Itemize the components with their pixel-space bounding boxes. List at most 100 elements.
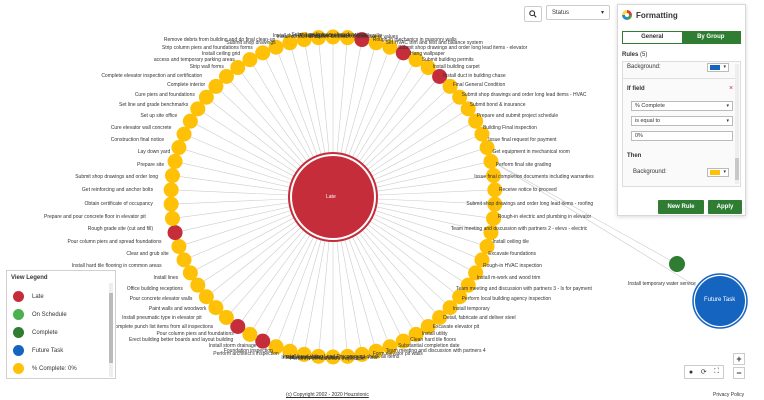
refresh-icon[interactable]: ⟳ bbox=[700, 369, 707, 376]
task-node[interactable] bbox=[474, 126, 490, 142]
task-node[interactable] bbox=[230, 318, 246, 334]
task-node[interactable] bbox=[182, 265, 198, 281]
task-node[interactable] bbox=[171, 140, 187, 156]
task-node[interactable] bbox=[255, 333, 271, 349]
task-node[interactable] bbox=[167, 153, 183, 169]
task-node[interactable] bbox=[420, 318, 436, 334]
task-node[interactable] bbox=[190, 277, 206, 293]
future-task-node[interactable] bbox=[695, 276, 745, 326]
task-node[interactable] bbox=[163, 182, 179, 198]
task-node[interactable] bbox=[483, 225, 499, 241]
task-node[interactable] bbox=[479, 238, 495, 254]
task-node[interactable] bbox=[282, 343, 298, 359]
task-node[interactable] bbox=[442, 78, 458, 94]
then-background-swatch[interactable]: ▾ bbox=[707, 168, 729, 177]
task-node[interactable] bbox=[310, 348, 326, 364]
task-node[interactable] bbox=[242, 326, 258, 342]
task-node[interactable] bbox=[460, 101, 476, 117]
task-node[interactable] bbox=[176, 252, 192, 268]
task-node[interactable] bbox=[432, 309, 448, 325]
task-node[interactable] bbox=[176, 126, 192, 142]
new-rule-button[interactable]: New Rule bbox=[658, 200, 704, 214]
field-select[interactable]: % Complete ▾ bbox=[631, 101, 733, 111]
task-node[interactable] bbox=[432, 69, 448, 85]
task-node[interactable] bbox=[487, 182, 503, 198]
task-node[interactable] bbox=[340, 30, 356, 46]
task-node[interactable] bbox=[408, 52, 424, 68]
remove-rule-icon[interactable]: × bbox=[729, 85, 734, 92]
dot-icon[interactable]: ● bbox=[688, 368, 694, 376]
search-button[interactable] bbox=[524, 6, 542, 22]
task-node[interactable] bbox=[325, 29, 341, 45]
compare-value-input[interactable]: 0% bbox=[631, 131, 733, 141]
status-dropdown[interactable]: Status ▾ bbox=[546, 5, 610, 20]
operator-select[interactable]: is equal to ▾ bbox=[631, 116, 733, 126]
task-node[interactable] bbox=[486, 168, 502, 184]
task-node[interactable] bbox=[296, 32, 312, 48]
task-node[interactable] bbox=[452, 289, 468, 305]
complete-node[interactable] bbox=[669, 256, 685, 272]
task-node[interactable] bbox=[474, 252, 490, 268]
task-node[interactable] bbox=[382, 39, 398, 55]
rules-list[interactable]: Background: ▾ If field × % Complete ▾ is… bbox=[622, 61, 741, 187]
task-node[interactable] bbox=[487, 196, 503, 212]
task-node[interactable] bbox=[382, 339, 398, 355]
task-node[interactable] bbox=[479, 140, 495, 156]
task-label: Cure elevator wall concrete bbox=[110, 124, 172, 131]
task-label: Prepare and submit project schedule bbox=[476, 113, 559, 119]
task-node[interactable] bbox=[218, 69, 234, 85]
task-node[interactable] bbox=[190, 101, 206, 117]
task-node[interactable] bbox=[218, 309, 234, 325]
task-node[interactable] bbox=[460, 277, 476, 293]
apply-button[interactable]: Apply bbox=[708, 200, 742, 214]
task-node[interactable] bbox=[395, 333, 411, 349]
task-node[interactable] bbox=[408, 326, 424, 342]
task-node[interactable] bbox=[468, 265, 484, 281]
privacy-policy-link[interactable]: Privacy Policy bbox=[713, 392, 745, 398]
rules-scrollbar[interactable] bbox=[735, 64, 739, 184]
task-node[interactable] bbox=[167, 225, 183, 241]
task-node[interactable] bbox=[483, 153, 499, 169]
rule-background-swatch[interactable]: ▾ bbox=[707, 63, 729, 72]
task-node[interactable] bbox=[268, 39, 284, 55]
task-node[interactable] bbox=[208, 300, 224, 316]
copyright-link[interactable]: (c) Copyright 2002 - 2020 Houzstonic bbox=[286, 392, 369, 398]
fullscreen-icon[interactable]: ⛶ bbox=[714, 368, 720, 375]
task-node[interactable] bbox=[230, 60, 246, 76]
task-node[interactable] bbox=[368, 343, 384, 359]
task-node[interactable] bbox=[296, 346, 312, 362]
task-node[interactable] bbox=[368, 35, 384, 51]
task-node[interactable] bbox=[182, 113, 198, 129]
task-node[interactable] bbox=[164, 168, 180, 184]
rules-scrollbar-thumb[interactable] bbox=[735, 158, 739, 180]
task-node[interactable] bbox=[268, 339, 284, 355]
task-node[interactable] bbox=[452, 89, 468, 105]
formatting-title: Formatting bbox=[636, 10, 678, 20]
task-node[interactable] bbox=[310, 30, 326, 46]
tab-by-group[interactable]: By Group bbox=[681, 32, 740, 43]
task-node[interactable] bbox=[325, 349, 341, 365]
task-node[interactable] bbox=[242, 52, 258, 68]
task-node[interactable] bbox=[198, 89, 214, 105]
task-node[interactable] bbox=[163, 196, 179, 212]
task-node[interactable] bbox=[208, 78, 224, 94]
task-node[interactable] bbox=[171, 238, 187, 254]
task-node[interactable] bbox=[354, 32, 370, 48]
task-node[interactable] bbox=[282, 35, 298, 51]
task-node[interactable] bbox=[255, 45, 271, 61]
tab-general[interactable]: General bbox=[623, 32, 682, 43]
legend-label: Late bbox=[32, 293, 44, 300]
task-node[interactable] bbox=[420, 60, 436, 76]
task-node[interactable] bbox=[468, 113, 484, 129]
task-node[interactable] bbox=[164, 210, 180, 226]
zoom-out-button[interactable]: − bbox=[733, 367, 745, 379]
task-node[interactable] bbox=[340, 348, 356, 364]
task-node[interactable] bbox=[486, 210, 502, 226]
task-node[interactable] bbox=[354, 346, 370, 362]
task-node[interactable] bbox=[395, 45, 411, 61]
zoom-in-button[interactable]: + bbox=[733, 353, 745, 365]
task-node[interactable] bbox=[198, 289, 214, 305]
legend-scrollbar-thumb[interactable] bbox=[109, 293, 113, 363]
task-node[interactable] bbox=[442, 300, 458, 316]
